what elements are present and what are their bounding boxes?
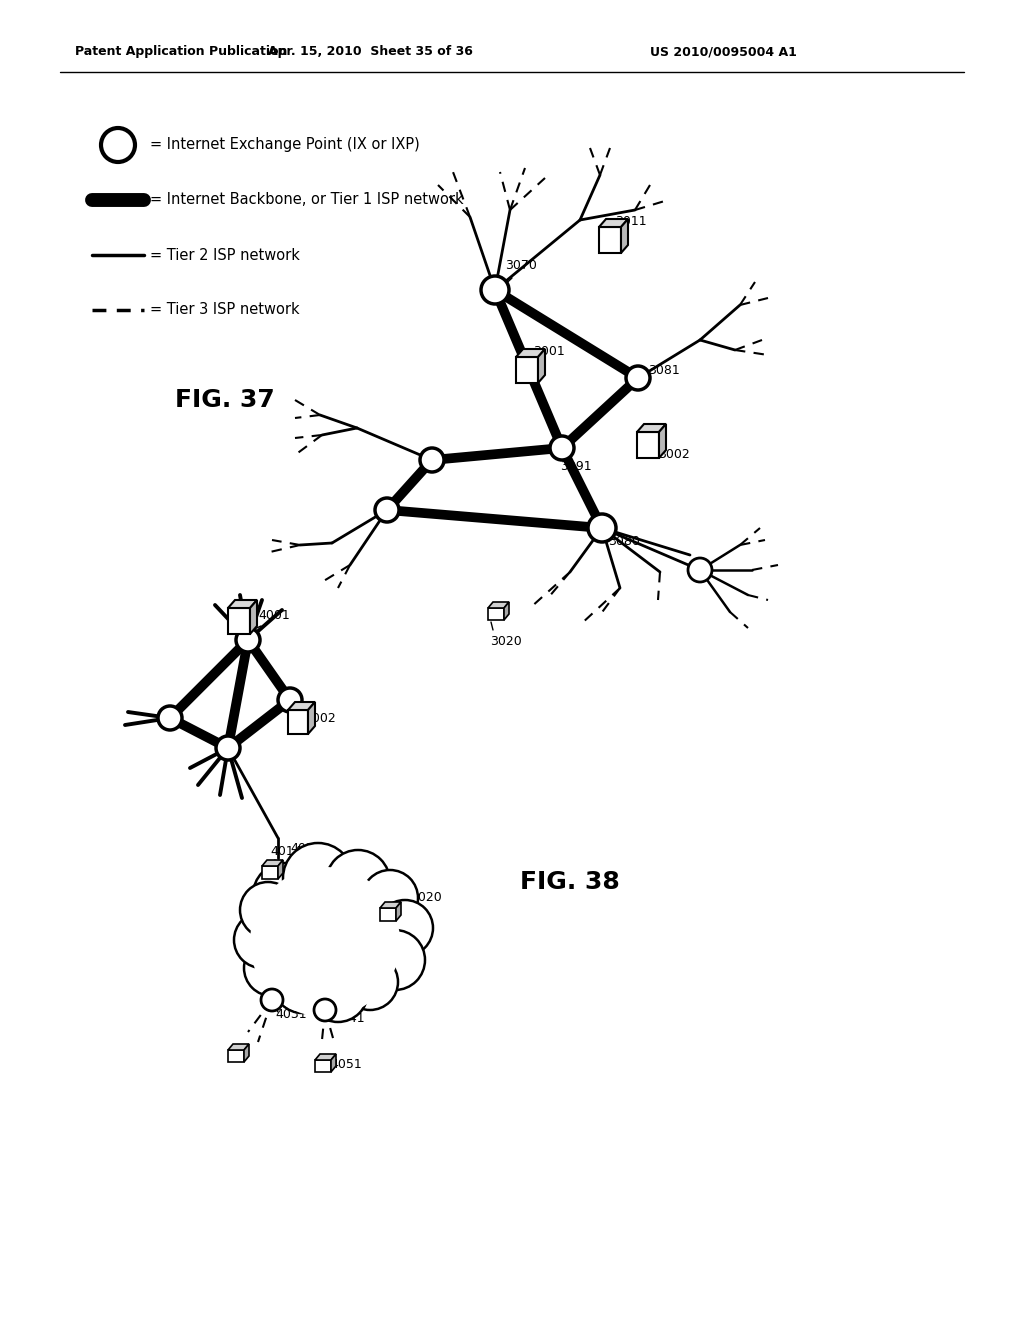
Polygon shape xyxy=(288,710,308,734)
Polygon shape xyxy=(599,219,628,227)
Circle shape xyxy=(365,931,425,990)
Polygon shape xyxy=(380,902,401,908)
Polygon shape xyxy=(228,1044,249,1049)
Polygon shape xyxy=(228,609,250,634)
Text: = Internet Exchange Point (IX or IXP): = Internet Exchange Point (IX or IXP) xyxy=(150,137,420,153)
Circle shape xyxy=(253,863,317,927)
Circle shape xyxy=(688,558,712,582)
Text: 3011: 3011 xyxy=(615,215,646,228)
Circle shape xyxy=(240,882,296,939)
Polygon shape xyxy=(504,602,509,620)
Text: 4001: 4001 xyxy=(258,609,290,622)
Text: FIG. 38: FIG. 38 xyxy=(520,870,620,894)
Circle shape xyxy=(250,867,400,1016)
Circle shape xyxy=(550,436,574,459)
Polygon shape xyxy=(637,432,659,458)
Circle shape xyxy=(375,498,399,521)
Text: 4020: 4020 xyxy=(410,891,441,904)
Circle shape xyxy=(216,737,240,760)
Circle shape xyxy=(261,989,283,1011)
Circle shape xyxy=(326,850,390,913)
Circle shape xyxy=(236,628,260,652)
Circle shape xyxy=(626,366,650,389)
Polygon shape xyxy=(637,424,666,432)
Polygon shape xyxy=(262,861,283,866)
Polygon shape xyxy=(396,902,401,921)
Polygon shape xyxy=(659,424,666,458)
Polygon shape xyxy=(599,227,621,253)
Polygon shape xyxy=(315,1060,331,1072)
Circle shape xyxy=(362,870,418,927)
Circle shape xyxy=(342,954,398,1010)
Polygon shape xyxy=(331,1053,336,1072)
Text: 3020: 3020 xyxy=(490,635,522,648)
Text: 4015: 4015 xyxy=(290,842,322,855)
Polygon shape xyxy=(308,702,315,734)
Text: 4051: 4051 xyxy=(330,1059,361,1072)
Text: 3002: 3002 xyxy=(658,447,690,461)
Polygon shape xyxy=(315,1053,336,1060)
Polygon shape xyxy=(488,609,504,620)
Text: 3081: 3081 xyxy=(648,363,680,376)
Text: = Tier 3 ISP network: = Tier 3 ISP network xyxy=(150,302,300,318)
Text: 4002: 4002 xyxy=(304,711,336,725)
Text: = Internet Backbone, or Tier 1 ISP network: = Internet Backbone, or Tier 1 ISP netwo… xyxy=(150,193,464,207)
Circle shape xyxy=(158,706,182,730)
Polygon shape xyxy=(250,601,257,634)
Polygon shape xyxy=(288,702,315,710)
Polygon shape xyxy=(262,866,278,879)
Circle shape xyxy=(244,940,300,997)
Polygon shape xyxy=(516,348,545,356)
Text: 4031: 4031 xyxy=(275,1008,306,1020)
Polygon shape xyxy=(244,1044,249,1063)
Text: = Tier 2 ISP network: = Tier 2 ISP network xyxy=(150,248,300,263)
Polygon shape xyxy=(278,861,283,879)
Circle shape xyxy=(101,128,135,162)
Text: 4010: 4010 xyxy=(382,884,414,898)
Text: Patent Application Publication: Patent Application Publication xyxy=(75,45,288,58)
Text: 4041: 4041 xyxy=(333,1012,365,1026)
Circle shape xyxy=(314,999,336,1020)
Text: Apr. 15, 2010  Sheet 35 of 36: Apr. 15, 2010 Sheet 35 of 36 xyxy=(267,45,472,58)
Polygon shape xyxy=(538,348,545,383)
Text: 4014: 4014 xyxy=(270,845,302,858)
Polygon shape xyxy=(516,356,538,383)
Polygon shape xyxy=(228,601,257,609)
Circle shape xyxy=(274,957,330,1012)
Text: 3070: 3070 xyxy=(505,259,537,272)
Circle shape xyxy=(283,843,353,913)
Circle shape xyxy=(308,962,368,1022)
Text: 3001: 3001 xyxy=(534,345,565,358)
Circle shape xyxy=(377,900,433,956)
Polygon shape xyxy=(488,602,509,609)
Circle shape xyxy=(420,447,444,473)
Text: 3091: 3091 xyxy=(560,459,592,473)
Circle shape xyxy=(481,276,509,304)
Text: FIG. 37: FIG. 37 xyxy=(175,388,274,412)
Circle shape xyxy=(234,912,290,968)
Text: US 2010/0095004 A1: US 2010/0095004 A1 xyxy=(650,45,797,58)
Circle shape xyxy=(278,688,302,711)
Circle shape xyxy=(588,513,616,543)
Polygon shape xyxy=(380,908,396,921)
Text: 3080: 3080 xyxy=(608,535,640,548)
Polygon shape xyxy=(228,1049,244,1063)
Polygon shape xyxy=(621,219,628,253)
